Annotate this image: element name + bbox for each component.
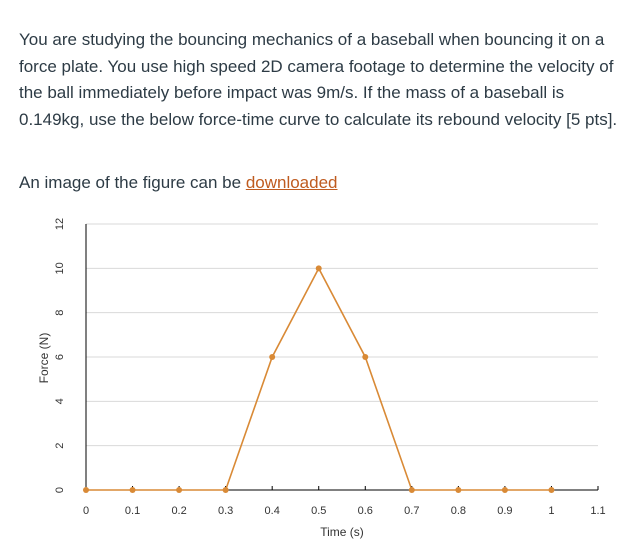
data-point — [83, 487, 89, 493]
force-time-chart: 0 2 4 6 8 10 12 0 0.1 0.2 0.3 0.4 0.5 0.6 0.7 0.8 0.9 1 1… — [37, 218, 606, 539]
x-tick-label: 0.3 — [218, 505, 233, 517]
x-tick-label: 0.2 — [171, 505, 186, 517]
x-axis-title: Time (s) — [320, 525, 364, 539]
series-line — [86, 266, 552, 491]
x-tick-label: 0.4 — [265, 505, 280, 517]
data-point — [222, 487, 229, 493]
chart-series — [83, 265, 555, 493]
chart-grid — [86, 223, 598, 447]
download-link[interactable]: downloaded — [245, 173, 338, 192]
x-tick-label: 0.1 — [125, 505, 140, 517]
y-tick-label: 10 — [54, 262, 66, 274]
data-point — [269, 354, 276, 360]
y-tick-label: 0 — [54, 487, 66, 493]
download-line: An image of the figure can be downloaded — [19, 170, 629, 196]
y-tick-label: 2 — [54, 443, 66, 449]
x-tick-label: 0.7 — [404, 505, 419, 517]
x-tick-label: 0.6 — [358, 505, 373, 517]
x-tick-label: 0.5 — [311, 505, 326, 517]
data-point — [501, 487, 508, 493]
question-text: You are studying the bouncing mechanics … — [19, 30, 618, 129]
x-tick-label: 0.9 — [497, 505, 512, 517]
x-tick-label: 1 — [548, 505, 554, 517]
x-tick-label: 0 — [83, 505, 89, 517]
y-tick-label: 4 — [54, 398, 66, 404]
download-prefix: An image of the figure can be — [19, 173, 246, 192]
data-point — [129, 487, 136, 493]
data-point — [315, 265, 322, 272]
data-point — [408, 487, 415, 493]
data-point — [362, 354, 369, 360]
data-point — [455, 487, 462, 493]
y-tick-labels: 0 2 4 6 8 10 12 — [54, 218, 66, 493]
y-tick-label: 12 — [54, 218, 66, 230]
y-tick-label: 6 — [54, 354, 66, 360]
y-tick-label: 8 — [54, 310, 66, 316]
x-tick-label: 1.1 — [590, 505, 605, 517]
x-tick-labels: 0 0.1 0.2 0.3 0.4 0.5 0.6 0.7 0.8 0.9 1 1.1 — [83, 505, 606, 517]
x-tick-label: 0.8 — [451, 505, 466, 517]
y-axis-title: Force (N) — [37, 333, 51, 384]
data-point — [176, 487, 183, 493]
data-point — [548, 487, 555, 493]
